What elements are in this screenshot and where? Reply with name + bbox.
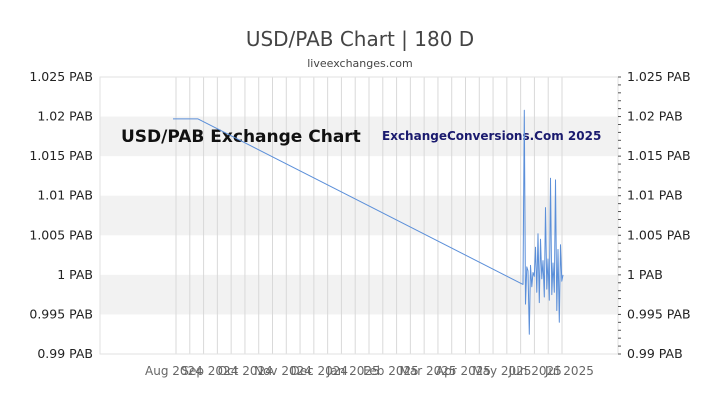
y-tick-label-left: 1.005 PAB	[29, 227, 93, 242]
y-tick-label-right: 1.01 PAB	[627, 188, 683, 203]
x-tick-label: Nov 2024	[254, 364, 312, 378]
x-tick-label: Sep 2024	[181, 364, 238, 378]
y-axis-right: 0.99 PAB 0.995 PAB 1 PAB 1.005 PAB 1.01 PAB 1…	[627, 69, 691, 361]
y-tick-label-right: 1 PAB	[627, 267, 663, 282]
y-tick-label-left: 0.99 PAB	[37, 346, 93, 361]
y-tick-label-right: 1.015 PAB	[627, 148, 691, 163]
chart-subtitle: liveexchanges.com	[307, 57, 412, 70]
y-tick-label-right: 1.025 PAB	[627, 69, 691, 84]
series-group	[173, 109, 564, 335]
watermark-left: USD/PAB Exchange Chart	[121, 127, 361, 147]
watermark-right: ExchangeConversions.Com 2025	[382, 129, 601, 143]
series-line	[173, 109, 564, 335]
grid-band	[100, 116, 618, 157]
x-tick-label: Jun 2025	[508, 364, 562, 378]
y-tick-label-left: 0.995 PAB	[29, 306, 93, 321]
x-tick-label: Feb 2025	[363, 364, 419, 378]
y-axis-right-minor-ticks	[618, 76, 621, 355]
y-tick-label-left: 1.01 PAB	[37, 188, 93, 203]
y-tick-label-left: 1.025 PAB	[29, 69, 93, 84]
vertical-gridlines	[175, 77, 563, 354]
y-tick-label-left: 1 PAB	[57, 267, 93, 282]
x-tick-label: Jan 2025	[326, 364, 380, 378]
y-tick-label-right: 0.99 PAB	[627, 346, 683, 361]
x-tick-label: Aug 2024	[145, 364, 203, 378]
y-tick-label-right: 1.02 PAB	[627, 109, 683, 124]
x-tick-label: Jul 2025	[544, 364, 594, 378]
x-tick-label: Oct 2024	[218, 364, 273, 378]
y-tick-label-left: 1.015 PAB	[29, 148, 93, 163]
grid-band	[100, 195, 618, 236]
x-tick-label: Dec 2024	[290, 364, 348, 378]
plot-area	[99, 76, 619, 355]
x-tick-label: Mar 2025	[400, 364, 457, 378]
grid-band	[100, 274, 618, 315]
y-tick-label-left: 1.02 PAB	[37, 109, 93, 124]
x-tick-label: May 2025	[472, 364, 531, 378]
x-tick-label: Apr 2025	[436, 364, 491, 378]
y-axis-left: 0.99 PAB 0.995 PAB 1 PAB 1.005 PAB 1.01 PAB 1…	[29, 69, 93, 361]
chart-title: USD/PAB Chart | 180 D	[246, 27, 474, 51]
y-tick-label-right: 1.005 PAB	[627, 227, 691, 242]
y-tick-label-right: 0.995 PAB	[627, 306, 691, 321]
